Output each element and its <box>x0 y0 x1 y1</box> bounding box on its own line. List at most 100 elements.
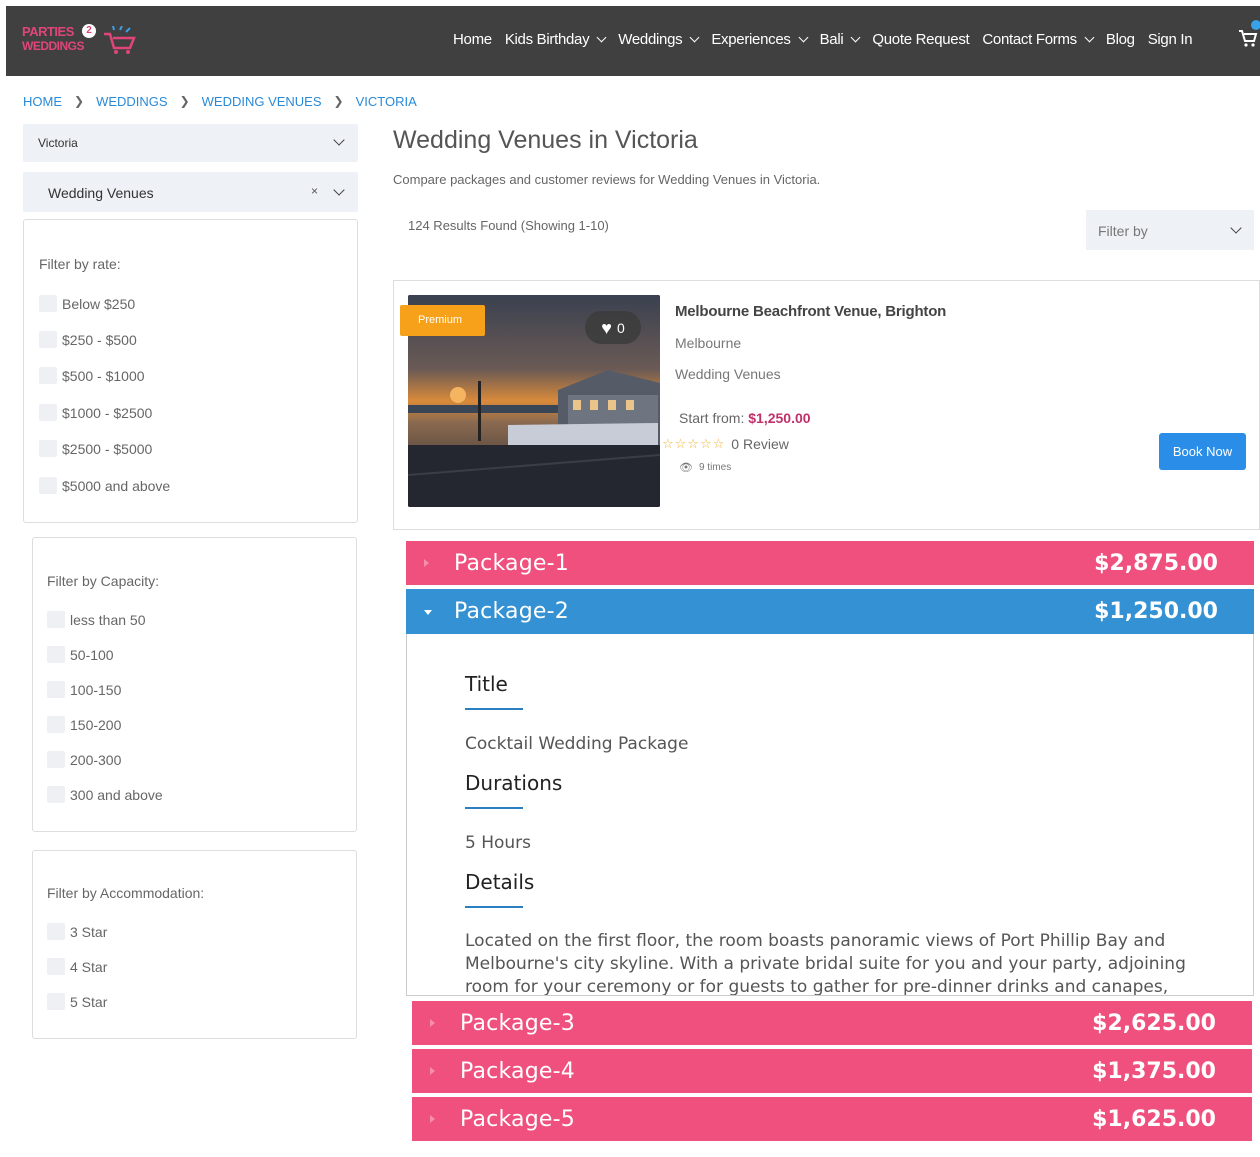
wishlist-count: 0 <box>616 319 625 336</box>
checkbox[interactable] <box>47 611 65 628</box>
capacity-option[interactable]: 150-200 <box>47 716 121 733</box>
checkbox[interactable] <box>39 331 57 348</box>
capacity-option[interactable]: 50-100 <box>47 646 114 663</box>
filter-by-select[interactable]: Filter by <box>1086 210 1254 250</box>
checkbox[interactable] <box>47 923 65 940</box>
nav-bali[interactable]: Bali <box>819 31 861 48</box>
package-price: $1,625.00 <box>1092 1107 1216 1132</box>
eye-icon: 👁 <box>679 462 693 474</box>
rate-option[interactable]: Below $250 <box>39 295 135 312</box>
venue-category: Wedding Venues <box>675 366 781 382</box>
accommodation-option[interactable]: 3 Star <box>47 923 107 940</box>
details-underline <box>465 906 523 908</box>
package-4-header[interactable]: Package-4 $1,375.00 <box>412 1049 1252 1093</box>
durations-underline <box>465 807 523 809</box>
review-count[interactable]: 0 Review <box>731 436 789 452</box>
package-name: Package-1 <box>454 551 569 576</box>
capacity-option-label: 50-100 <box>70 646 114 663</box>
nav-home-label: Home <box>453 31 492 48</box>
checkbox[interactable] <box>47 646 65 663</box>
checkbox[interactable] <box>47 993 65 1010</box>
start-price-label: Start from: <box>679 410 745 426</box>
checkbox[interactable] <box>39 404 57 421</box>
wishlist-button[interactable]: ♥ 0 <box>585 311 641 344</box>
capacity-option[interactable]: 100-150 <box>47 681 121 698</box>
caret-right-icon <box>430 1115 435 1123</box>
logo-badge: 2 <box>82 24 96 38</box>
shopping-cart-icon[interactable] <box>1238 28 1258 48</box>
breadcrumb: HOME ❯ WEDDINGS ❯ WEDDING VENUES ❯ VICTO… <box>23 94 417 109</box>
breadcrumb-victoria[interactable]: VICTORIA <box>355 94 417 109</box>
capacity-option[interactable]: 200-300 <box>47 751 121 768</box>
clear-icon[interactable]: × <box>311 184 319 198</box>
breadcrumb-home[interactable]: HOME <box>23 94 62 109</box>
star-rating-icon: ☆☆☆☆☆ <box>662 436 726 451</box>
filter-by-label: Filter by <box>1098 223 1148 239</box>
rate-option[interactable]: $2500 - $5000 <box>39 440 152 457</box>
venue-name[interactable]: Melbourne Beachfront Venue, Brighton <box>675 303 947 320</box>
package-2-header[interactable]: Package-2 $1,250.00 <box>406 589 1254 634</box>
book-now-button[interactable]: Book Now <box>1159 433 1246 470</box>
chevron-down-icon <box>596 32 607 43</box>
accommodation-option-label: 5 Star <box>70 993 108 1010</box>
rate-option-label: $250 - $500 <box>62 331 137 348</box>
listing-card: Premium ♥ 0 Melbourne Beachfront Venue, … <box>393 280 1260 530</box>
rate-option-label: $2500 - $5000 <box>62 440 153 457</box>
cart-count-badge <box>1251 20 1260 30</box>
accommodation-option[interactable]: 5 Star <box>47 993 107 1010</box>
rate-option-label: Below $250 <box>62 295 136 312</box>
main-nav: Home Kids Birthday Weddings Experiences … <box>453 31 1205 48</box>
breadcrumb-wedding-venues[interactable]: WEDDING VENUES <box>201 94 322 109</box>
package-5-header[interactable]: Package-5 $1,625.00 <box>412 1097 1252 1141</box>
location-select[interactable]: Victoria <box>23 124 358 162</box>
accommodation-option[interactable]: 4 Star <box>47 958 107 975</box>
logo-text-parties: PARTIES <box>22 24 74 39</box>
checkbox[interactable] <box>47 958 65 975</box>
start-price: Start from: $1,250.00 <box>679 410 811 426</box>
nav-weddings[interactable]: Weddings <box>618 31 700 48</box>
capacity-option[interactable]: 300 and above <box>47 786 163 803</box>
nav-kids-birthday[interactable]: Kids Birthday <box>505 31 607 48</box>
rate-option[interactable]: $5000 and above <box>39 477 170 494</box>
title-value: Cocktail Wedding Package <box>465 734 689 754</box>
nav-blog-label: Blog <box>1105 31 1135 48</box>
premium-badge: Premium <box>400 305 485 336</box>
checkbox[interactable] <box>47 716 65 733</box>
package-1-header[interactable]: Package-1 $2,875.00 <box>406 541 1254 585</box>
nav-quote-request[interactable]: Quote Request <box>872 31 969 48</box>
package-2-details: Title Cocktail Wedding Package Durations… <box>406 634 1254 996</box>
chevron-down-icon <box>850 32 861 43</box>
rate-option[interactable]: $500 - $1000 <box>39 367 145 384</box>
checkbox[interactable] <box>39 477 57 494</box>
category-select[interactable]: Wedding Venues × <box>23 172 358 212</box>
chevron-down-icon <box>333 134 345 146</box>
nav-bali-label: Bali <box>819 31 844 48</box>
package-3-header[interactable]: Package-3 $2,625.00 <box>412 1001 1252 1045</box>
breadcrumb-weddings[interactable]: WEDDINGS <box>96 94 168 109</box>
checkbox[interactable] <box>47 786 65 803</box>
rate-option-label: $500 - $1000 <box>62 367 145 384</box>
checkbox[interactable] <box>39 367 57 384</box>
nav-experiences-label: Experiences <box>711 31 791 48</box>
nav-home[interactable]: Home <box>453 31 492 48</box>
nav-experiences[interactable]: Experiences <box>711 31 809 48</box>
checkbox[interactable] <box>39 295 57 312</box>
rating: ☆☆☆☆☆ 0 Review <box>662 436 789 452</box>
nav-blog[interactable]: Blog <box>1106 31 1135 48</box>
rate-option[interactable]: $250 - $500 <box>39 331 137 348</box>
nav-quote-request-label: Quote Request <box>872 31 970 48</box>
accommodation-filter-panel: Filter by Accommodation: 3 Star 4 Star 5… <box>32 850 357 1039</box>
checkbox[interactable] <box>39 440 57 457</box>
capacity-option[interactable]: less than 50 <box>47 611 146 628</box>
package-name: Package-3 <box>460 1011 575 1036</box>
nav-sign-in[interactable]: Sign In <box>1148 31 1193 48</box>
caret-down-icon <box>424 610 432 615</box>
checkbox[interactable] <box>47 681 65 698</box>
checkbox[interactable] <box>47 751 65 768</box>
site-logo[interactable]: PARTIES 2 WEDDINGS <box>20 22 140 62</box>
nav-contact-forms[interactable]: Contact Forms <box>982 31 1095 48</box>
caret-right-icon <box>430 1019 435 1027</box>
location-select-value: Victoria <box>38 136 78 150</box>
package-price: $1,250.00 <box>1094 599 1218 624</box>
rate-option[interactable]: $1000 - $2500 <box>39 404 152 421</box>
